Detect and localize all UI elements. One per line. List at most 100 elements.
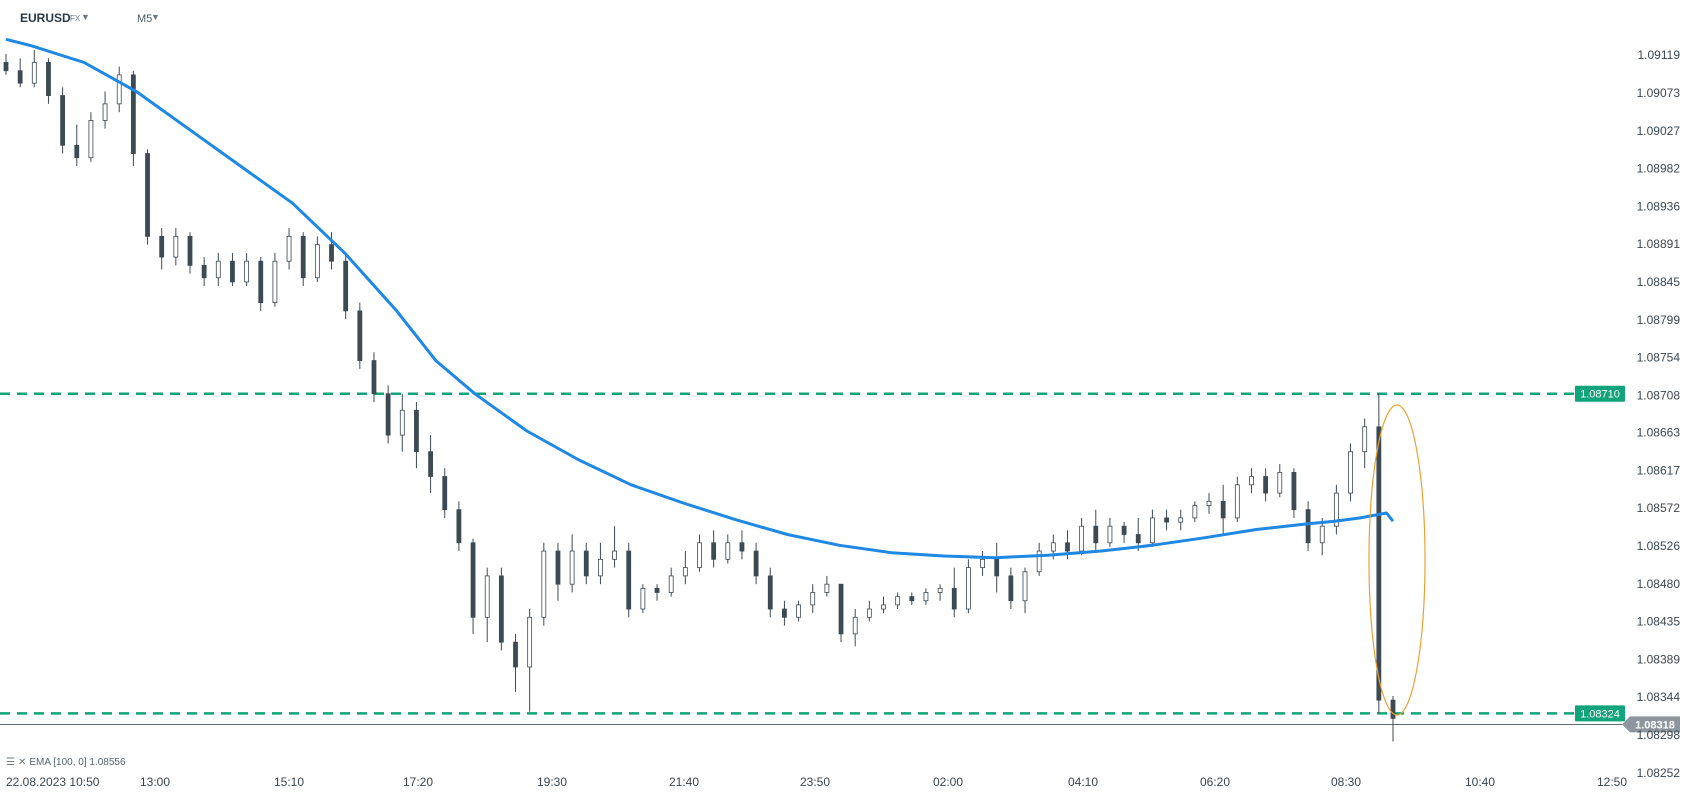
candle-body (937, 587, 943, 593)
ema-legend-text: EMA [100, 0] 1.08556 (29, 757, 126, 768)
y-tick-label: 1.08480 (1637, 577, 1681, 591)
candle-body (414, 409, 419, 453)
x-tick-label: 17:20 (403, 775, 433, 789)
candle-body (852, 616, 858, 635)
candle-body (895, 596, 901, 606)
x-tick-label: 06:20 (1200, 775, 1230, 789)
candle-body (1390, 699, 1396, 719)
candle-body (286, 235, 292, 262)
symbol-label[interactable]: EURUSD (20, 11, 71, 25)
candle-body (187, 235, 193, 266)
candle-body (145, 153, 150, 237)
candle-body (711, 542, 717, 560)
candle-body (555, 550, 561, 585)
candle-body (1149, 517, 1155, 544)
candle-body (810, 592, 816, 606)
candle-body (1065, 542, 1070, 552)
candle-body (966, 567, 971, 610)
candle-body (753, 550, 759, 577)
candle-body (272, 260, 278, 304)
candle-body (1022, 571, 1028, 602)
timeframe-label[interactable]: M5 (137, 13, 153, 25)
x-tick-label: 21:40 (669, 775, 699, 789)
x-tick-label: 15:10 (274, 775, 304, 789)
candle-body (357, 310, 363, 361)
candle-body (3, 62, 9, 72)
caret-down-icon[interactable]: ▼ (81, 12, 90, 22)
candle-body (428, 451, 433, 477)
y-tick-label: 1.08754 (1637, 350, 1681, 364)
candle-body (767, 575, 773, 610)
candle-body (1192, 505, 1198, 519)
chart-toolbar: EURUSD FX ▼ M5 ▼ (0, 0, 1691, 36)
candle-body (88, 120, 94, 159)
candle-body (980, 558, 985, 569)
y-tick-label: 1.08708 (1637, 388, 1681, 402)
candle-body (130, 74, 136, 154)
close-icon[interactable]: ✕ (17, 757, 27, 768)
candle-body (612, 550, 617, 560)
candle-body (201, 264, 207, 279)
candle-body (215, 260, 221, 279)
candle-body (173, 235, 179, 258)
candle-body (1234, 484, 1240, 519)
menu-icon[interactable]: ☰ (6, 757, 15, 768)
candle-body (1164, 517, 1169, 523)
candle-body (881, 604, 886, 610)
candle-body (31, 62, 37, 84)
candle-body (343, 260, 349, 312)
y-tick-label: 1.08435 (1637, 614, 1681, 628)
horizontal-levels: 1.08710 1.08324 1.08318 (0, 385, 1680, 733)
y-tick-label: 1.08799 (1637, 313, 1681, 327)
candle-body (1220, 500, 1226, 519)
caret-down-icon[interactable]: ▼ (151, 12, 160, 22)
candle-body (583, 550, 589, 577)
candle-body (909, 596, 915, 602)
indicator-legend: ☰ ✕ EMA [100, 0] 1.08556 (6, 757, 126, 768)
x-tick-label: 23:50 (800, 775, 830, 789)
candle-body (725, 542, 731, 560)
candle-body (640, 587, 646, 610)
candle-body (1277, 471, 1283, 494)
y-tick-label: 1.09027 (1637, 124, 1681, 138)
candle-body (1079, 525, 1085, 552)
candle-body (484, 575, 490, 618)
level-tag-label: 1.08710 (1580, 389, 1620, 401)
y-tick-label: 1.08572 (1637, 501, 1681, 515)
y-tick-label: 1.08617 (1637, 464, 1681, 478)
candle-body (1333, 492, 1339, 527)
candle-body (668, 575, 674, 593)
candle-body (456, 509, 462, 544)
candle-body (541, 550, 547, 618)
candles (3, 50, 1396, 742)
candle-body (46, 62, 51, 96)
level-tag-label: 1.08324 (1580, 708, 1620, 720)
x-axis: 22.08.2023 10:50 13:00 15:10 17:20 19:30 21:4… (6, 775, 1627, 789)
y-tick-label: 1.09119 (1638, 48, 1681, 62)
candle-body (230, 260, 235, 283)
candle-body (1036, 550, 1042, 573)
current-price-label: 1.08318 (1635, 719, 1675, 731)
y-tick-label: 1.08845 (1637, 275, 1681, 289)
candle-body (74, 144, 80, 159)
x-tick-label: 22.08.2023 10:50 (6, 775, 100, 789)
candle-body (824, 583, 830, 593)
x-tick-label: 12:50 (1597, 775, 1627, 789)
highlight-ellipse (1368, 404, 1426, 716)
candle-body (399, 409, 405, 436)
candle-body (1348, 451, 1353, 494)
y-tick-label: 1.08344 (1637, 690, 1681, 704)
y-tick-label: 1.08526 (1637, 539, 1681, 553)
y-tick-label: 1.08982 (1637, 161, 1681, 175)
candle-body (116, 74, 122, 105)
candle-body (1291, 471, 1297, 511)
candle-body (258, 260, 264, 304)
annotations (1368, 404, 1426, 716)
y-tick-label: 1.08663 (1637, 426, 1681, 440)
level-tag (1575, 705, 1625, 722)
level-tag (1575, 385, 1625, 402)
candle-body (1121, 525, 1127, 535)
candle-body (782, 608, 787, 618)
candle-body (866, 608, 872, 618)
